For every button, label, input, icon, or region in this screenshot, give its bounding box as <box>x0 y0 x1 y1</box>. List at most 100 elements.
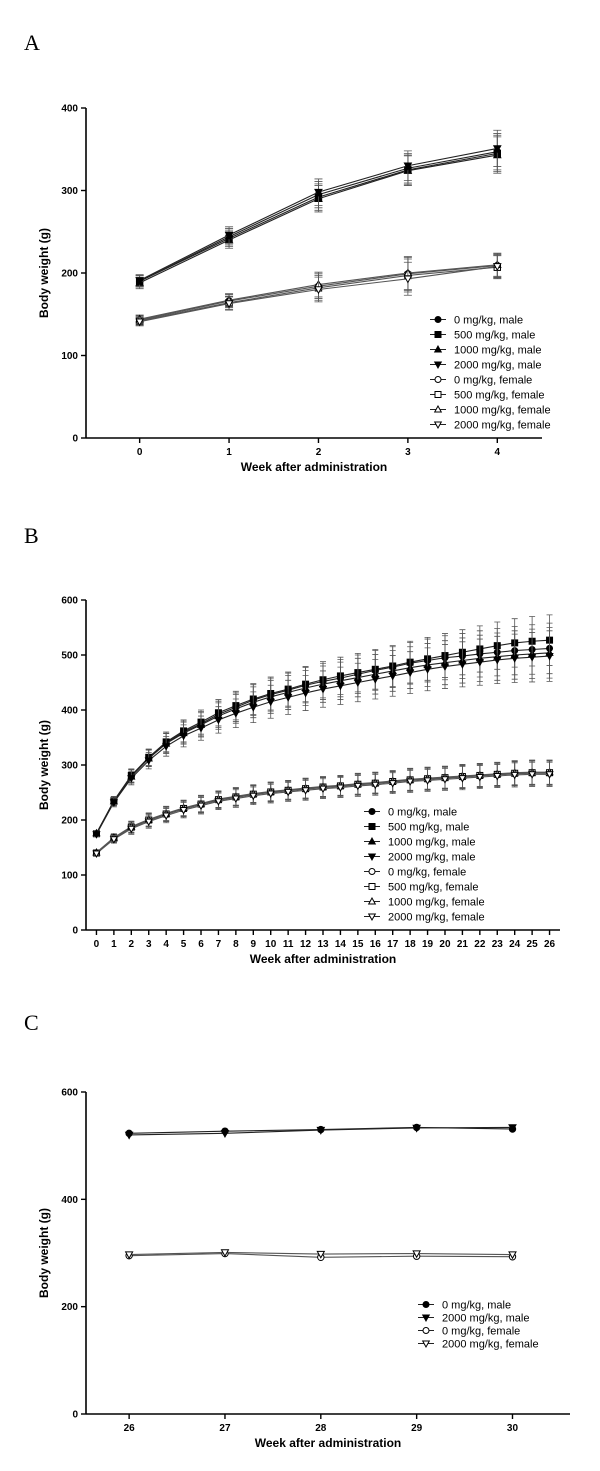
chart-c-legend-label: 2000 mg/kg, male <box>442 1313 529 1325</box>
chart-c-point <box>508 1124 517 1133</box>
chart-b-x-tick-label: 3 <box>146 939 152 950</box>
chart-b-point <box>284 788 293 797</box>
chart-c-point <box>412 1124 422 1133</box>
chart-b-point <box>493 656 502 665</box>
chart-a-y-tick-label: 400 <box>61 104 78 115</box>
chart-a-legend-marker <box>433 361 443 369</box>
chart-c-x-tick-label: 27 <box>219 1423 231 1434</box>
chart-c-y-tick-label: 0 <box>72 1410 78 1421</box>
chart-b-x-tick-label: 1 <box>111 939 117 950</box>
chart-b-point <box>405 669 415 678</box>
chart-b-x-tick-label: 26 <box>544 939 556 950</box>
chart-b-point <box>214 716 223 725</box>
chart-b-legend-marker <box>368 823 376 830</box>
chart-b-x-tick-label: 25 <box>527 939 539 950</box>
chart-a-legend-marker <box>433 405 443 413</box>
chart-a-y-tick-label: 100 <box>61 351 78 362</box>
chart-b-point <box>527 654 537 662</box>
chart-c-legend-label: 0 mg/kg, male <box>442 1300 511 1312</box>
chart-b-legend-entry: 2000 mg/kg, male <box>364 852 475 864</box>
chart-b-x-tick-label: 7 <box>216 939 222 950</box>
chart-b-point <box>179 807 188 815</box>
chart-b-y-axis-title: Body weight (g) <box>37 720 51 810</box>
chart-b-point <box>301 689 310 698</box>
chart-b-point <box>371 781 380 790</box>
chart-b-point <box>109 799 119 807</box>
chart-a-point <box>135 318 145 327</box>
chart-b-legend-entry: 500 mg/kg, male <box>364 822 469 834</box>
chart-a-x-tick-label: 0 <box>137 447 143 458</box>
chart-a-legend-marker <box>433 421 443 429</box>
chart-b-point <box>284 694 293 702</box>
chart-c-point <box>508 1251 517 1260</box>
chart-b-legend-entry: 2000 mg/kg, female <box>364 912 485 924</box>
chart-b-x-tick-label: 6 <box>198 939 204 950</box>
chart-b-point <box>127 825 136 834</box>
chart-b-x-tick-label: 10 <box>265 939 277 950</box>
chart-a-line-500-mg-kg-male <box>139 152 498 282</box>
panel-letter-b: B <box>24 523 39 548</box>
chart-b-x-tick-label: 2 <box>129 939 135 950</box>
chart-a-legend-entry: 2000 mg/kg, female <box>430 420 551 432</box>
chart-b-legend-entry: 0 mg/kg, male <box>364 807 457 819</box>
chart-b-legend-entry: 500 mg/kg, female <box>364 882 479 894</box>
chart-b-x-tick-label: 17 <box>387 939 399 950</box>
chart-b-legend-entry: 0 mg/kg, female <box>364 867 466 879</box>
chart-c-x-tick-label: 29 <box>411 1423 423 1434</box>
chart-b-point <box>440 663 450 672</box>
chart-c-y-tick-label: 600 <box>61 1088 78 1099</box>
chart-c-point <box>220 1249 230 1258</box>
chart-b-legend-label: 500 mg/kg, male <box>388 822 469 834</box>
chart-a-legend-label: 1000 mg/kg, female <box>454 405 551 417</box>
chart-a-legend-marker <box>434 331 442 338</box>
chart-b-y-tick-label: 300 <box>61 761 78 772</box>
chart-c-legend-marker <box>422 1327 430 1334</box>
chart-a-y-tick-label: 300 <box>61 186 78 197</box>
chart-b-point <box>92 850 101 859</box>
chart-c-x-axis-title: Week after administration <box>255 1436 401 1450</box>
chart-b-legend-label: 0 mg/kg, female <box>388 867 466 879</box>
chart-a-legend-label: 1000 mg/kg, male <box>454 345 541 357</box>
chart-b-x-tick-label: 5 <box>181 939 187 950</box>
chart-b-series-500-mg-kg-male <box>92 614 554 838</box>
chart-c-x-tick-label: 30 <box>507 1423 519 1434</box>
chart-b-x-tick-label: 19 <box>422 939 434 950</box>
chart-b-series-2000-mg-kg-male <box>92 630 554 839</box>
chart-b-legend-label: 1000 mg/kg, female <box>388 897 485 909</box>
chart-b-legend-marker <box>367 837 377 845</box>
chart-a-point <box>224 300 234 309</box>
panel-letter-c: C <box>24 1010 39 1035</box>
chart-b-series-1000-mg-kg-female <box>92 759 554 856</box>
chart-b-point <box>249 792 258 801</box>
chart-c-series-2000-mg-kg-male <box>124 1124 517 1140</box>
chart-c-point <box>124 1251 134 1260</box>
chart-a-line-1000-mg-kg-male <box>139 154 498 284</box>
chart-c-legend-label: 0 mg/kg, female <box>442 1326 520 1338</box>
chart-b-legend-label: 500 mg/kg, female <box>388 882 479 894</box>
chart-b-x-tick-label: 21 <box>457 939 469 950</box>
chart-b-x-tick-label: 0 <box>94 939 100 950</box>
chart-b-y-tick-label: 500 <box>61 651 78 662</box>
chart-b-point <box>266 790 275 799</box>
chart-a-legend-label: 2000 mg/kg, male <box>454 360 541 372</box>
chart-c-y-tick-label: 400 <box>61 1195 78 1206</box>
chart-a-line-0-mg-kg-male <box>139 151 498 282</box>
chart-c-legend-marker <box>421 1314 431 1322</box>
chart-c: 0 200 400 600 26 27 28 29 30 Week after administr… <box>37 1088 570 1450</box>
chart-c-y-tick-label: 200 <box>61 1302 78 1313</box>
chart-c-y-axis-title: Body weight (g) <box>37 1208 51 1298</box>
chart-b-point <box>196 802 206 811</box>
chart-a-point <box>403 162 413 171</box>
chart-c-point <box>124 1131 134 1140</box>
chart-b-y-tick-label: 200 <box>61 816 78 827</box>
chart-a-legend-entry: 0 mg/kg, male <box>430 315 523 327</box>
chart-b-x-tick-label: 14 <box>335 939 347 950</box>
chart-a-point <box>492 263 502 272</box>
chart-a-point <box>314 188 323 197</box>
chart-b-legend-marker <box>367 897 377 905</box>
chart-a-legend-label: 0 mg/kg, female <box>454 375 532 387</box>
chart-b-point <box>353 679 362 687</box>
chart-b-point <box>475 774 484 782</box>
